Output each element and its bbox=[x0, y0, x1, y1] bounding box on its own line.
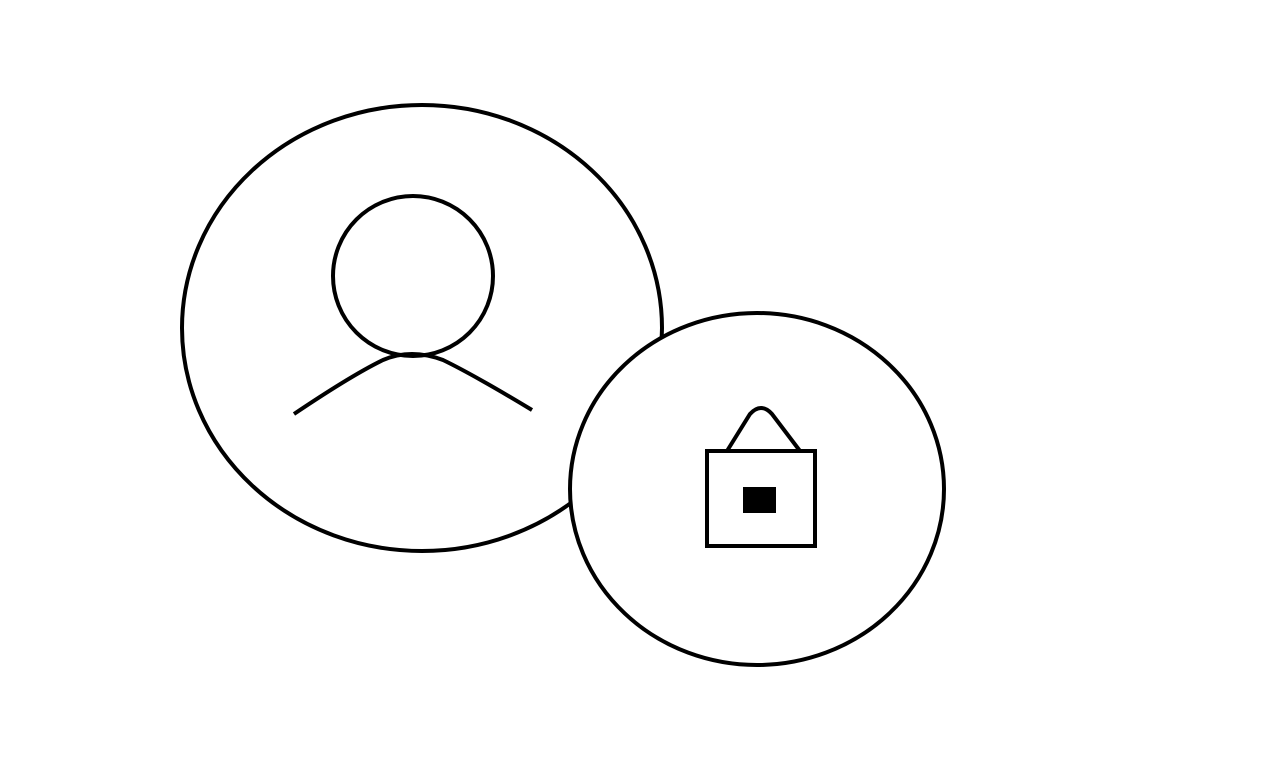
lock-shackle bbox=[725, 406, 802, 453]
user-badge bbox=[180, 103, 664, 553]
user-badge-circle bbox=[180, 103, 664, 553]
lock-body bbox=[705, 449, 817, 548]
lock-badge bbox=[568, 311, 946, 667]
lock-icon bbox=[705, 406, 817, 548]
user-shoulders bbox=[292, 352, 534, 416]
user-icon bbox=[292, 194, 534, 416]
lock-keyhole bbox=[743, 487, 776, 513]
